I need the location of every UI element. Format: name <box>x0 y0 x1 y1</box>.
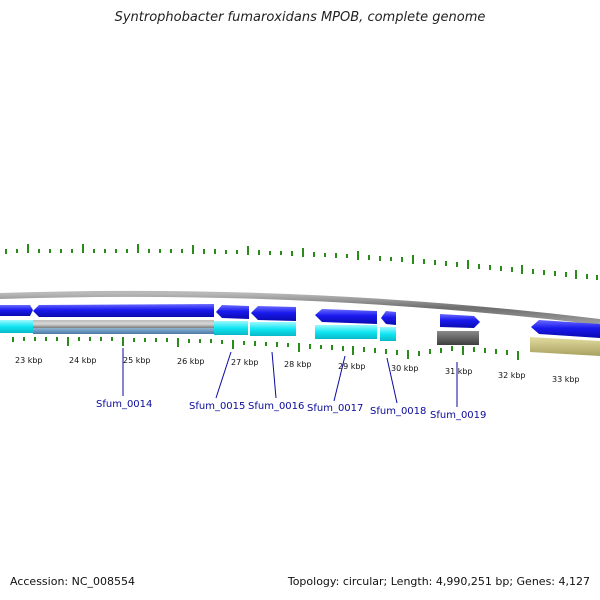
kbp-label: 31 kbp <box>445 367 473 376</box>
rna-feature[interactable] <box>380 327 396 341</box>
gene-label-sfum-0017[interactable]: Sfum_0017 <box>307 403 363 414</box>
rna-feature[interactable] <box>214 321 248 335</box>
rna-feature[interactable] <box>33 320 214 328</box>
gene-arrow-sfum-0017[interactable] <box>315 309 377 324</box>
rna-feature[interactable] <box>315 325 377 339</box>
gene-arrow-sfum-0016[interactable] <box>251 306 296 321</box>
rna-feature[interactable] <box>33 328 214 334</box>
kbp-label: 30 kbp <box>391 364 419 373</box>
genome-summary-text: Topology: circular; Length: 4,990,251 bp… <box>287 575 590 588</box>
gene-label-sfum-0016[interactable]: Sfum_0016 <box>248 401 304 412</box>
rna-feature[interactable] <box>0 320 33 333</box>
kbp-label: 28 kbp <box>284 360 312 369</box>
gene-labels: Sfum_0014 Sfum_0015 Sfum_0016 Sfum_0017 … <box>96 399 486 421</box>
kbp-label: 27 kbp <box>231 358 259 367</box>
gene-label-sfum-0018[interactable]: Sfum_0018 <box>370 406 426 417</box>
gene-arrow-sfum-0014[interactable] <box>33 304 214 317</box>
kbp-label: 32 kbp <box>498 371 526 380</box>
gene-arrow-sfum-0015[interactable] <box>216 305 249 319</box>
gene-label-sfum-0019[interactable]: Sfum_0019 <box>430 410 486 421</box>
misc-feature[interactable] <box>530 337 600 356</box>
kbp-label: 29 kbp <box>338 362 366 371</box>
gene-arrow[interactable] <box>531 320 600 338</box>
genome-backbone <box>0 290 600 325</box>
kbp-label: 33 kbp <box>552 375 580 384</box>
gene-arrow-sfum-0018[interactable] <box>381 311 396 325</box>
gene-arrow[interactable] <box>0 305 33 316</box>
kbp-label: 26 kbp <box>177 357 205 366</box>
gene-leader-lines <box>122 348 458 407</box>
map-title: Syntrophobacter fumaroxidans MPOB, compl… <box>114 10 486 25</box>
rna-track <box>0 320 600 356</box>
gene-arrow-sfum-0019[interactable] <box>440 314 480 328</box>
outer-tick-row <box>5 244 598 280</box>
kbp-label: 23 kbp <box>15 356 43 365</box>
rna-feature[interactable] <box>250 322 296 336</box>
gene-label-sfum-0015[interactable]: Sfum_0015 <box>189 401 245 412</box>
kbp-scale: 23 kbp 24 kbp 25 kbp 26 kbp 27 kbp 28 kb… <box>15 356 580 384</box>
kbp-label: 24 kbp <box>69 356 97 365</box>
kbp-label: 25 kbp <box>123 356 151 365</box>
cds-track <box>0 304 600 338</box>
accession-text: Accession: NC_008554 <box>10 575 136 588</box>
pseudo-feature[interactable] <box>437 331 479 345</box>
gene-label-sfum-0014[interactable]: Sfum_0014 <box>96 399 152 410</box>
inner-tick-row <box>12 337 519 360</box>
